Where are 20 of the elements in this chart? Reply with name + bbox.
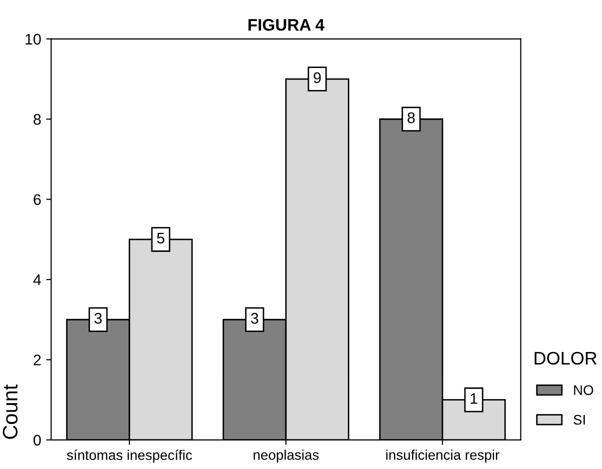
y-axis-title: Count (2, 384, 18, 439)
y-tick-label: 0 (34, 434, 41, 446)
chart-title: FIGURA 4 (248, 18, 324, 31)
legend-label: SI (574, 414, 585, 425)
legend-label: NO (574, 385, 594, 396)
legend-title: DOLOR (534, 352, 597, 365)
data-label: 3 (94, 312, 102, 324)
data-label: 3 (250, 312, 258, 324)
x-tick-label: insuficiencia respir (386, 450, 500, 463)
y-tick-label: 10 (26, 34, 41, 45)
x-tick-label: síntomas inespecífic (66, 450, 192, 463)
data-label: 9 (314, 72, 321, 84)
y-tick-label: 6 (34, 194, 41, 206)
y-tick-label: 4 (33, 274, 41, 286)
data-label: 1 (470, 393, 478, 404)
x-tick-label: neoplasias (254, 450, 319, 463)
y-tick-label: 2 (34, 354, 41, 366)
y-tick-label: 8 (34, 114, 41, 125)
data-label: 8 (408, 112, 415, 124)
data-label: 5 (157, 232, 164, 244)
